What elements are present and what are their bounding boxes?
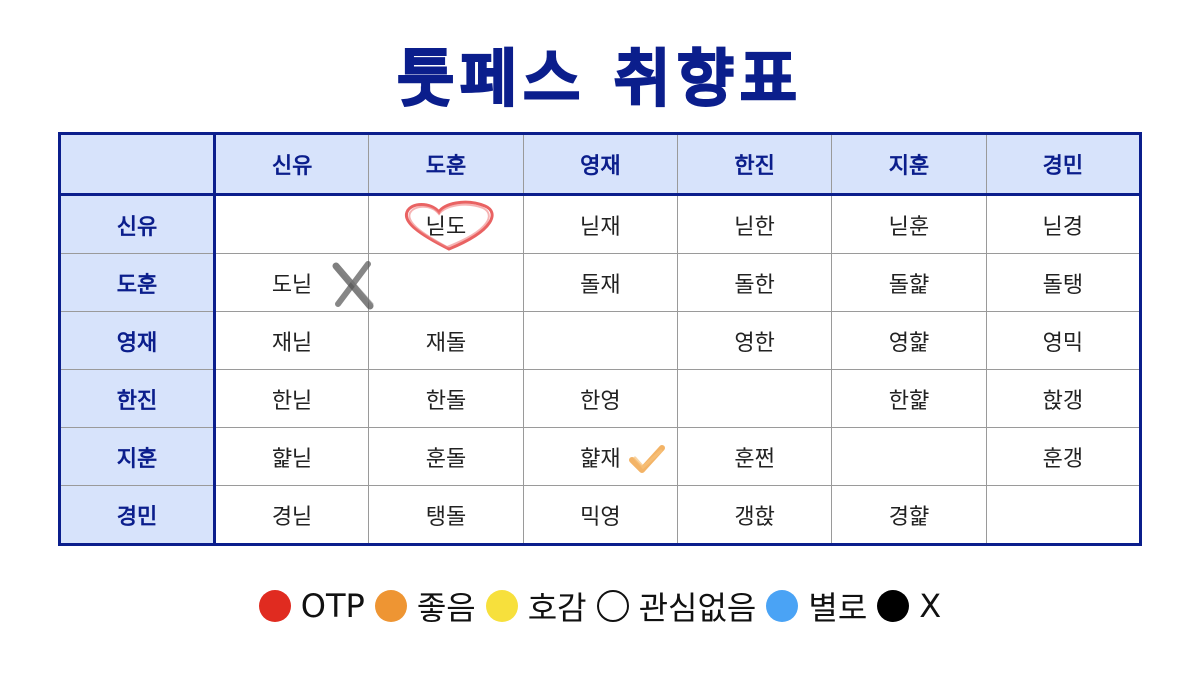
orange-dot-icon [374,590,407,622]
yellow-dot-icon [485,590,518,622]
table-cell: 믹영 [522,485,678,545]
row-header: 신유 [59,194,216,254]
table-cell [368,253,524,312]
legend-label: 관심없음 [638,589,757,627]
legend-item-favorable: 호감 [485,583,587,629]
column-header: 경민 [985,133,1142,196]
row-header: 도훈 [59,253,216,312]
table-cell: 경햝 [831,485,987,545]
table-cell: 훈쩐 [676,427,833,486]
table-cell [676,369,833,428]
legend-item-otp: OTP [258,587,365,625]
column-header: 영재 [522,133,678,196]
table-row: 신유 닏도 닏재 닏한 닏훈 닏경 [59,194,1142,254]
column-header: 신유 [213,133,370,196]
table-cell: 한닏 [213,369,370,428]
legend-label: 별로 [808,589,868,627]
table-cell [831,427,987,486]
legend-label: OTP [300,587,365,625]
row-header: 한진 [59,369,216,428]
checkmark-icon [628,445,665,473]
table-cell: 햝재 [522,427,678,486]
table-cell: 닏도 [368,194,524,254]
table-row: 경민 경닏 탱돌 믹영 갱핝 경햝 [59,485,1142,545]
legend: OTP 좋음 호감 관심없음 별로 X [0,583,1200,629]
table-cell: 경닏 [213,485,370,545]
table-cell: 돌탱 [985,253,1142,312]
table-cell: 재닏 [213,311,370,370]
page-title: 툿페스 취향표 [396,41,803,116]
table-cell: 햝닏 [213,427,370,486]
column-header: 한진 [676,133,833,196]
preference-table: 신유 도훈 영재 한진 지훈 경민 신유 닏도 닏재 닏한 닏훈 닏경 도훈 [58,132,1142,546]
column-header: 도훈 [368,133,524,196]
table-row: 영재 재닏 재돌 영한 영햝 영믹 [59,311,1142,370]
table-cell: 한돌 [368,369,524,428]
table-cell: 영햝 [831,311,987,370]
red-dot-icon [258,590,291,622]
legend-item-x: X [877,587,941,625]
table-cell: 닏경 [985,194,1142,254]
table-row: 한진 한닏 한돌 한영 한햝 핝갱 [59,369,1142,428]
corner-cell [59,133,216,196]
table-cell: 돌한 [676,253,833,312]
table-cell [213,194,370,254]
cell-text: 도닏 [271,272,313,298]
row-header: 영재 [59,311,216,370]
table-row: 도훈 도닏 돌재 돌한 돌햝 돌탱 [59,253,1142,312]
header-row: 신유 도훈 영재 한진 지훈 경민 [59,133,1142,196]
row-header: 지훈 [59,427,216,486]
legend-item-indifferent: 관심없음 [596,583,757,629]
legend-label: X [919,587,942,625]
white-dot-icon [596,590,629,622]
black-dot-icon [877,590,910,622]
column-header: 지훈 [831,133,987,196]
table-cell: 훈돌 [368,427,524,486]
table-cell: 훈갱 [985,427,1142,486]
legend-label: 좋음 [416,589,476,627]
legend-item-like: 좋음 [374,583,476,629]
table-cell: 닏훈 [831,194,987,254]
table-cell: 닏한 [676,194,833,254]
table-cell: 갱핝 [676,485,833,545]
table-cell: 한햝 [831,369,987,428]
legend-label: 호감 [527,589,587,627]
table-row: 지훈 햝닏 훈돌 햝재 훈쩐 훈갱 [59,427,1142,486]
table-cell: 영한 [676,311,833,370]
table-cell: 핝갱 [985,369,1142,428]
table-cell: 닏재 [522,194,678,254]
cell-text: 닏도 [425,214,467,240]
table-cell: 영믹 [985,311,1142,370]
table-cell: 돌재 [522,253,678,312]
cell-text: 햝재 [580,446,621,472]
table-cell: 돌햝 [831,253,987,312]
row-header: 경민 [59,485,216,545]
table-cell: 재돌 [368,311,524,370]
table-cell [522,311,678,370]
table-cell [985,485,1142,545]
legend-item-dislike: 별로 [766,583,867,629]
table-cell: 한영 [522,369,678,428]
blue-dot-icon [766,590,799,622]
table-cell: 도닏 [213,253,374,312]
table-cell: 탱돌 [368,485,524,545]
